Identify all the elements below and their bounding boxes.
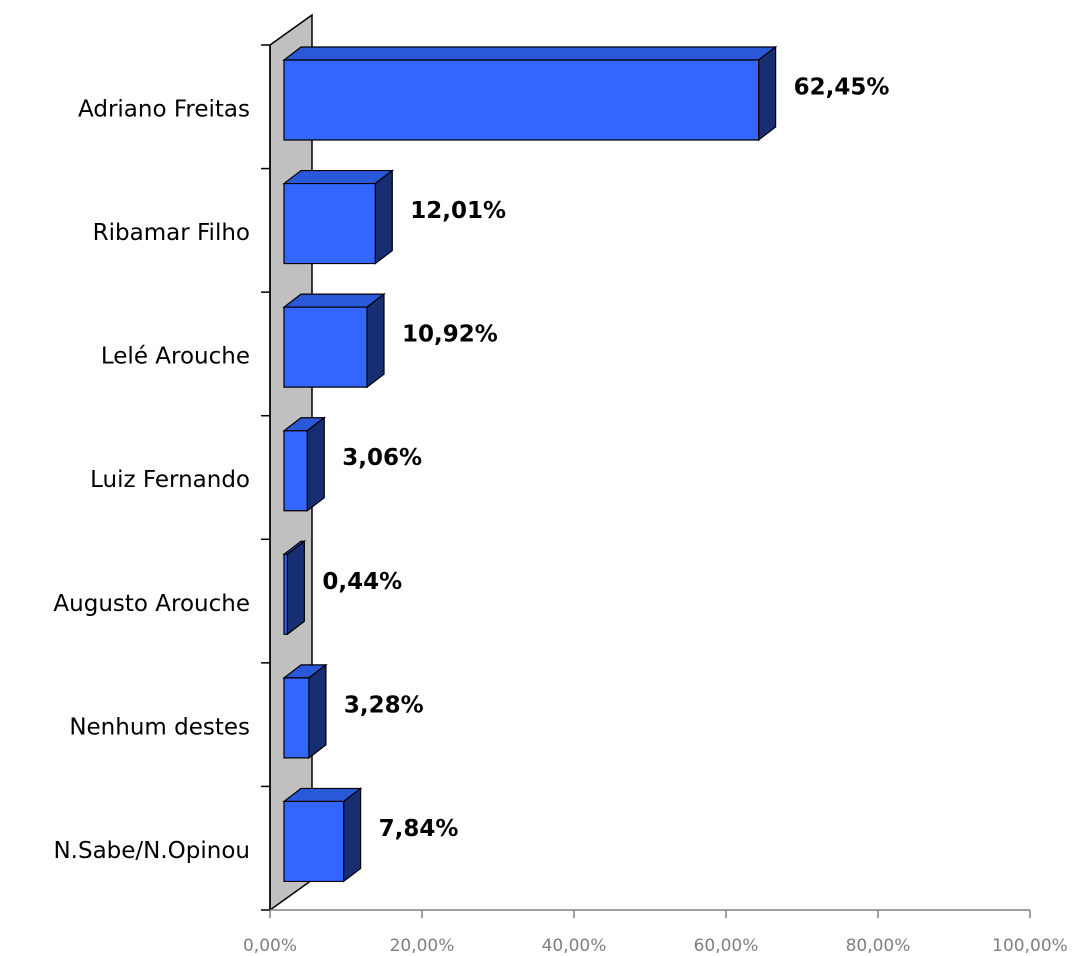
data-label: 12,01%	[410, 198, 506, 224]
y-tick-label: Ribamar Filho	[93, 220, 250, 246]
bar	[282, 663, 328, 760]
bar-front	[283, 430, 308, 512]
bar-front	[283, 306, 368, 388]
y-tick-label: Adriano Freitas	[78, 97, 250, 123]
y-tick-label: N.Sabe/N.Opinou	[53, 838, 250, 864]
bar-top	[282, 169, 395, 185]
y-tick-label: Augusto Arouche	[53, 591, 250, 617]
bar-side	[758, 45, 777, 142]
x-tick-label: 60,00%	[694, 936, 759, 956]
data-label: 7,84%	[379, 816, 459, 842]
bar	[282, 787, 363, 883]
bar-side	[308, 663, 327, 760]
x-tick-label: 100,00%	[992, 936, 1068, 956]
data-label: 0,44%	[322, 569, 402, 595]
bar-side	[286, 540, 305, 636]
bar-top	[282, 46, 778, 61]
y-tick-label: Luiz Fernando	[90, 467, 250, 493]
y-tick-label: Nenhum destes	[69, 714, 250, 740]
x-tick-label: 0,00%	[243, 936, 297, 956]
bar	[282, 540, 307, 636]
bar-front	[283, 800, 345, 883]
x-tick-label: 20,00%	[390, 936, 455, 956]
bar	[282, 169, 395, 265]
y-tick-label: Lelé Arouche	[101, 344, 250, 370]
bar-side	[342, 787, 362, 883]
data-label: 10,92%	[402, 322, 498, 348]
x-tick-label: 40,00%	[542, 936, 607, 956]
bar	[282, 45, 778, 142]
bar	[282, 416, 327, 512]
bar	[282, 292, 386, 389]
bar-side	[374, 169, 393, 265]
data-label: 3,28%	[344, 692, 424, 718]
data-label: 3,06%	[342, 445, 422, 471]
data-label: 62,45%	[794, 75, 890, 101]
bar-front	[283, 553, 288, 635]
bar-side	[366, 292, 385, 389]
bar-front	[283, 59, 760, 141]
bar-front	[283, 677, 310, 759]
bar-side	[306, 416, 325, 512]
bar-front	[283, 182, 376, 265]
x-tick-label: 80,00%	[846, 936, 911, 956]
